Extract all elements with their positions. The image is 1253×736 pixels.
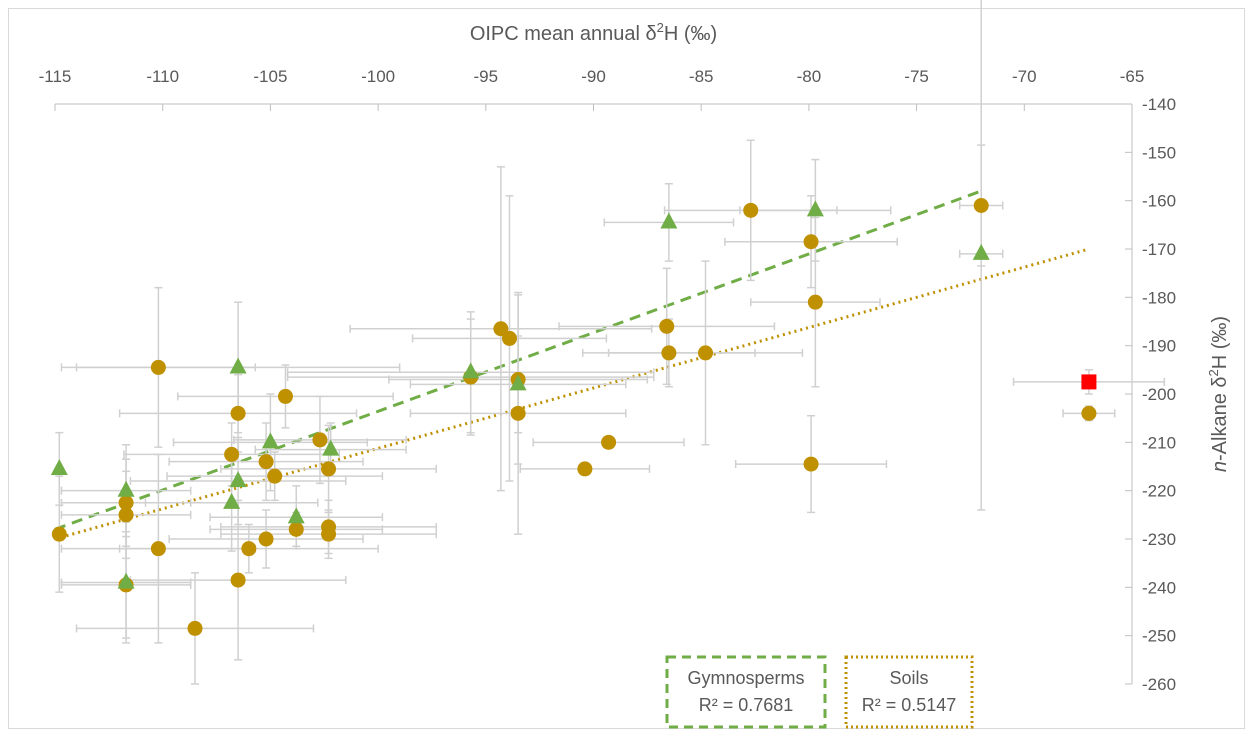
- legend-box-soils: [844, 655, 974, 729]
- legend-box-gymnosperms: [665, 655, 827, 729]
- y-tick-label: -200: [1142, 385, 1176, 404]
- y-tick-label: -160: [1142, 192, 1176, 211]
- y-tick-label: -240: [1142, 578, 1176, 597]
- soil-point: [277, 388, 293, 404]
- x-tick-label: -115: [39, 67, 72, 86]
- gymnosperm-point: [287, 507, 305, 524]
- soil-point: [743, 202, 759, 218]
- gymnosperm-point: [972, 243, 990, 260]
- gymnosperm-point: [462, 362, 480, 379]
- gymnosperm-point: [322, 439, 340, 456]
- soil-point: [118, 507, 134, 523]
- soil-point: [150, 541, 166, 557]
- soil-point: [187, 620, 203, 636]
- soil-point: [258, 531, 274, 547]
- soils-trendline: [54, 247, 1090, 541]
- soil-point: [118, 495, 134, 511]
- legend-r2-gymnosperms: R² = 0.7681: [699, 695, 794, 715]
- x-tick-label: -80: [797, 67, 822, 86]
- soil-point: [51, 526, 67, 542]
- y-tick-label: -170: [1142, 240, 1176, 259]
- legend-r2-soils: R² = 0.5147: [862, 695, 957, 715]
- soil-point: [803, 234, 819, 250]
- gymnosperm-point: [50, 458, 68, 475]
- soil-point: [510, 405, 526, 421]
- legend-title-soils: Soils: [889, 668, 928, 688]
- y-tick-label: -210: [1142, 433, 1176, 452]
- soil-point: [230, 405, 246, 421]
- soil-point: [973, 198, 989, 213]
- y-tick-label: -260: [1142, 675, 1176, 694]
- soil-point: [312, 432, 328, 448]
- x-tick-label: -100: [361, 67, 395, 86]
- soil-point: [493, 321, 509, 337]
- soil-point: [1081, 405, 1097, 421]
- gymnosperm-point: [117, 480, 135, 497]
- x-tick-label: -70: [1012, 67, 1037, 86]
- x-tick-label: -90: [581, 67, 606, 86]
- soil-point: [659, 318, 675, 334]
- soil-point: [698, 345, 714, 361]
- x-tick-label: -85: [689, 67, 714, 86]
- soil-point: [241, 541, 257, 557]
- y-tick-label: -180: [1142, 288, 1176, 307]
- soil-point: [501, 330, 517, 346]
- legend: Gymnosperms R² = 0.7681 Soils R² = 0.514…: [665, 655, 974, 729]
- soil-point: [321, 461, 337, 477]
- gymnosperm-point: [261, 432, 279, 449]
- soil-point: [150, 359, 166, 375]
- gymnosperm-point: [117, 572, 135, 589]
- y-axis-title: n-Alkane δ2H (‰): [1206, 316, 1231, 472]
- gymnosperm-point: [806, 200, 824, 217]
- soil-point: [803, 456, 819, 472]
- gymnosperm-point: [509, 374, 527, 391]
- x-tick-label: -75: [904, 67, 929, 86]
- chart-border: [8, 8, 1245, 729]
- soil-point: [230, 572, 246, 588]
- gymnosperm-point: [229, 471, 247, 488]
- y-tick-label: -230: [1142, 530, 1176, 549]
- gymnosperm-point: [223, 492, 241, 509]
- x-axis-title: OIPC mean annual δ2H (‰): [470, 20, 717, 45]
- gymnosperm-point: [229, 357, 247, 374]
- axes: -115 -110 -105 -100 -95 -90 -85 -80 -75 -70 -65 -14…: [39, 20, 1231, 694]
- soil-point: [224, 446, 240, 462]
- soil-point: [288, 521, 304, 537]
- square-point: [1081, 374, 1097, 390]
- data-points: [50, 198, 1097, 636]
- x-tick-label: -65: [1120, 67, 1145, 86]
- soil-point: [267, 468, 283, 484]
- soil-point: [661, 345, 677, 361]
- x-tick-label: -95: [474, 67, 499, 86]
- soil-point: [321, 526, 337, 542]
- soil-point: [601, 434, 617, 450]
- soil-point: [258, 454, 274, 470]
- x-tick-label: -105: [253, 67, 287, 86]
- x-tick-label: -110: [146, 67, 179, 86]
- y-tick-label: -150: [1142, 143, 1176, 162]
- y-tick-label: -140: [1142, 95, 1176, 114]
- y-tick-label: -250: [1142, 627, 1176, 646]
- gymnosperm-point: [660, 212, 678, 229]
- soil-point: [807, 294, 823, 310]
- legend-title-gymnosperms: Gymnosperms: [687, 668, 804, 688]
- y-tick-label: -190: [1142, 337, 1176, 356]
- soil-point: [577, 461, 593, 477]
- y-tick-label: -220: [1142, 482, 1176, 501]
